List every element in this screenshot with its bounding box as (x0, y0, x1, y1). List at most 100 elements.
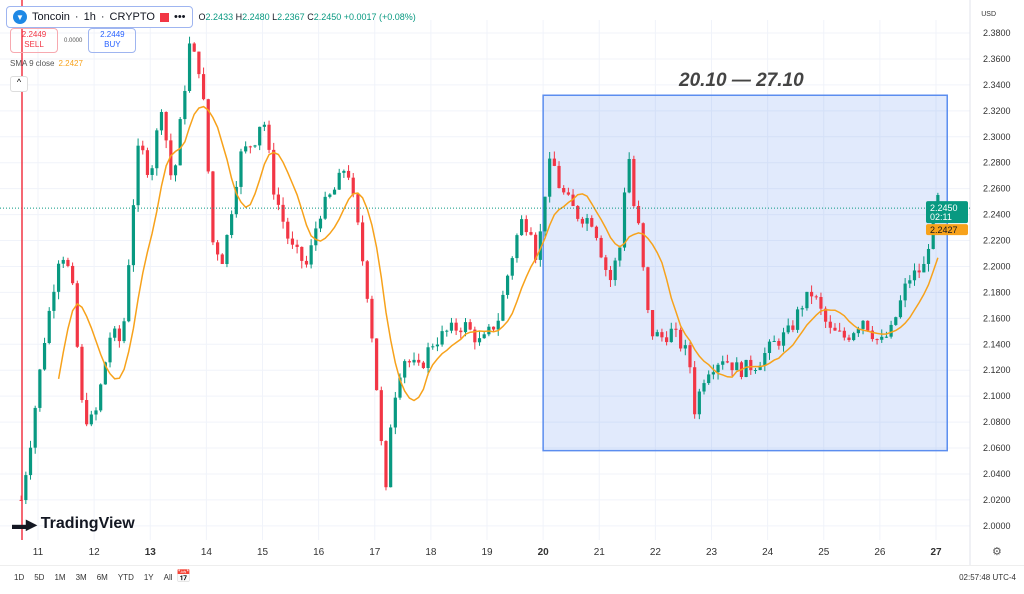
candle-body (510, 258, 514, 276)
candle-body (809, 291, 814, 297)
candle-body (141, 145, 145, 151)
candle-body (730, 362, 734, 371)
candle-body (814, 296, 818, 298)
candle-body (894, 317, 898, 325)
y-tick-label: 2.3600 (983, 54, 1011, 64)
range-1y[interactable]: 1Y (143, 573, 154, 582)
candle-body (225, 234, 229, 265)
y-tick-label: 2.2200 (983, 236, 1011, 246)
candle-body (103, 362, 107, 385)
candle-body (38, 369, 42, 408)
range-3m[interactable]: 3M (75, 573, 87, 582)
candle-body (781, 332, 786, 346)
candle-body (75, 283, 79, 347)
y-tick-label: 2.1200 (983, 365, 1011, 375)
y-tick-label: 2.0200 (983, 495, 1011, 505)
candle-body (562, 187, 566, 193)
candle-body (922, 263, 926, 273)
y-tick-label: 2.2000 (983, 261, 1011, 271)
candle-body (520, 219, 524, 236)
more-button[interactable]: ••• (173, 11, 186, 23)
currency-label[interactable]: USD (981, 11, 996, 18)
candle-body (646, 267, 650, 311)
candle-body (473, 329, 477, 343)
candle-body (412, 359, 416, 363)
candle-body (300, 246, 304, 261)
sma-price-tag (926, 224, 968, 236)
candle-body (828, 321, 832, 328)
candle-body (880, 336, 884, 340)
y-tick-label: 2.0800 (983, 417, 1011, 427)
candle-body (187, 43, 192, 91)
y-tick-label: 2.0000 (983, 521, 1011, 531)
candle-body (501, 294, 505, 321)
y-tick-label: 2.3800 (983, 28, 1011, 38)
candle-body (477, 338, 482, 343)
sell-button[interactable]: 2.2449 SELL (10, 28, 58, 53)
candle-body (665, 337, 669, 343)
candle-body (197, 51, 201, 75)
candle-body (711, 372, 715, 375)
candle-body (721, 361, 725, 365)
clock[interactable]: 02:57:48 UTC-4 (959, 573, 1016, 582)
candle-body (903, 283, 907, 301)
range-ytd[interactable]: YTD (117, 573, 134, 582)
candle-body (557, 165, 561, 188)
candle-body (42, 342, 47, 370)
candle-body (211, 171, 215, 243)
x-tick-label: 20 (538, 547, 550, 558)
range-1d[interactable]: 1D (14, 573, 25, 582)
candle-body (230, 214, 234, 235)
range-1m[interactable]: 1M (54, 573, 66, 582)
y-tick-label: 2.1000 (983, 391, 1011, 401)
collapse-legend-button[interactable]: ^ (10, 76, 28, 92)
candle-body (926, 248, 931, 264)
candle-body (173, 165, 178, 176)
candle-body (590, 218, 594, 227)
interval[interactable]: 1h (83, 11, 96, 23)
buy-button[interactable]: 2.2449 BUY (88, 28, 137, 53)
x-tick-label: 22 (650, 547, 662, 558)
x-tick-label: 27 (930, 547, 942, 558)
candle-body (47, 310, 51, 343)
candle-body (917, 270, 921, 273)
candle-body (99, 384, 103, 411)
candle-body (744, 359, 748, 377)
candle-body (136, 145, 140, 206)
candle-body (417, 359, 421, 363)
candle-body (337, 172, 341, 190)
y-tick-label: 2.0400 (983, 469, 1011, 479)
candle-body (688, 345, 692, 368)
candle-body (908, 280, 912, 284)
candle-body (360, 222, 365, 262)
symbol-selector[interactable]: ▼ Toncoin · 1h · CRYPTO ••• (6, 6, 193, 28)
goto-date-icon[interactable]: 📅 (176, 569, 191, 583)
flag-icon[interactable] (159, 12, 169, 22)
range-annotation: 20.10 — 27.10 (679, 70, 804, 91)
candle-body (524, 219, 528, 233)
range-5d[interactable]: 5D (34, 573, 45, 582)
range-all[interactable]: All (163, 573, 173, 582)
candle-body (496, 320, 500, 330)
y-tick-label: 2.3200 (983, 106, 1011, 116)
candle-body (833, 327, 837, 331)
candle-body (576, 205, 580, 219)
candle-body (805, 291, 809, 309)
candle-body (884, 336, 889, 338)
candle-body (679, 329, 683, 349)
sma-legend[interactable]: SMA 9 close 2.2427 (10, 59, 83, 68)
range-6m[interactable]: 6M (96, 573, 108, 582)
x-tick-label: 25 (818, 547, 830, 558)
candle-body (52, 291, 56, 311)
candle-body (548, 158, 552, 197)
chart-legend: ▼ Toncoin · 1h · CRYPTO ••• O2.2433 H2.248… (6, 6, 416, 28)
settings-icon[interactable]: ⚙ (992, 546, 1002, 558)
candle-body (538, 231, 542, 260)
sma-line (57, 105, 939, 402)
candle-body (56, 263, 61, 292)
candle-body (375, 338, 379, 391)
candle-body (89, 414, 93, 425)
toncoin-logo-icon: ▼ (13, 10, 27, 24)
candle-body (889, 324, 893, 337)
